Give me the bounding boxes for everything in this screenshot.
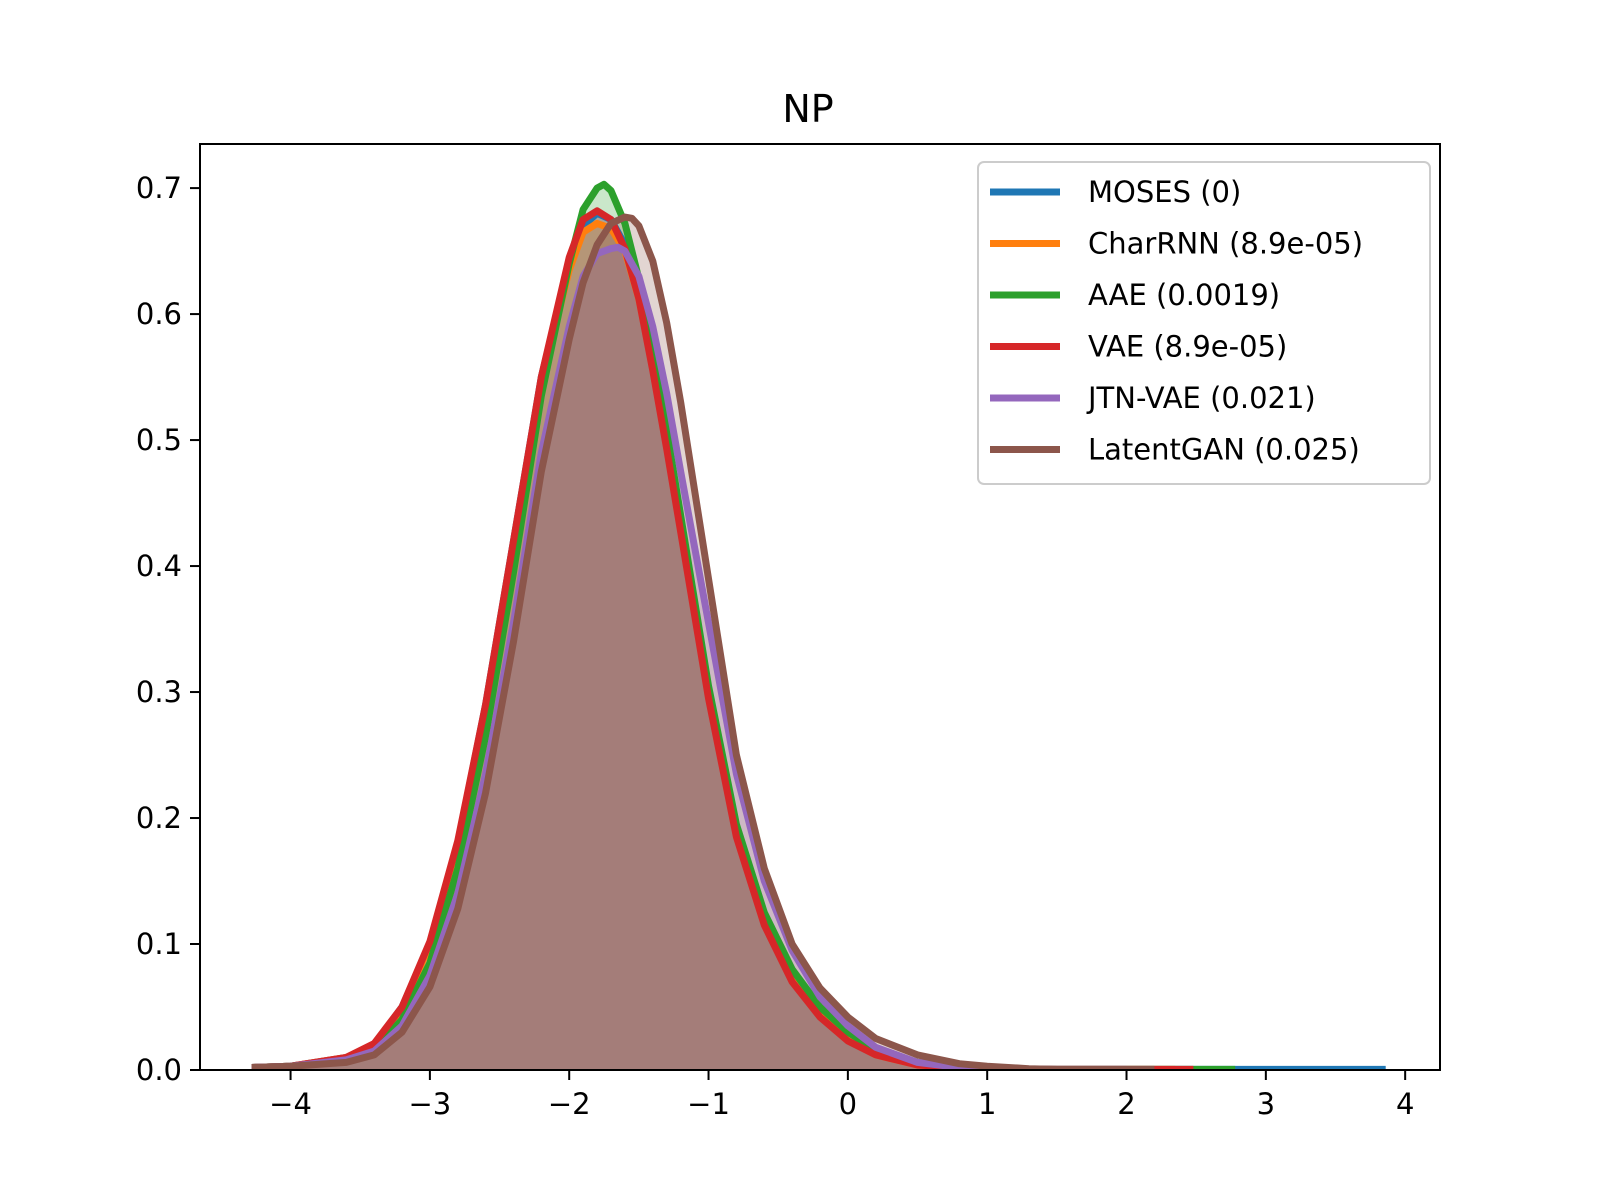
legend-label-5: LatentGAN (0.025) — [1088, 433, 1360, 467]
legend-label-3: VAE (8.9e-05) — [1088, 330, 1287, 364]
line-series-5 — [251, 213, 1155, 1070]
x-axis: −4 −3 −2 −1 0 1 2 3 4 — [269, 1070, 1414, 1121]
fill-series-1 — [251, 223, 1176, 1070]
y-tick-label: 0.6 — [136, 297, 182, 331]
x-tick-label: 3 — [1257, 1087, 1275, 1121]
y-tick-label: 0.3 — [136, 675, 182, 709]
x-tick-label: 1 — [978, 1087, 996, 1121]
y-tick-label: 0.1 — [136, 927, 182, 961]
y-tick-label: 0.2 — [136, 801, 182, 835]
fill-series-3 — [251, 210, 1194, 1070]
y-tick-label: 0.4 — [136, 549, 182, 583]
x-tick-label: −4 — [269, 1087, 312, 1121]
fill-series-2 — [251, 184, 1236, 1070]
x-tick-label: −2 — [548, 1087, 591, 1121]
line-series-4 — [251, 243, 1127, 1070]
x-tick-label: −3 — [409, 1087, 452, 1121]
y-tick-label: 0.7 — [136, 171, 182, 205]
x-tick-label: 0 — [839, 1087, 857, 1121]
plot-frame — [199, 143, 1441, 1071]
legend: MOSES (0) CharRNN (8.9e-05) AAE (0.0019) VA… — [977, 161, 1431, 485]
x-tick-label: 2 — [1117, 1087, 1135, 1121]
chart-title: NP — [782, 87, 833, 131]
legend-box — [977, 161, 1431, 485]
y-tick-label: 0.0 — [136, 1053, 182, 1087]
x-tick-label: −1 — [687, 1087, 730, 1121]
y-axis: 0.0 0.1 0.2 0.3 0.4 0.5 0.6 0.7 — [136, 171, 200, 1087]
legend-label-0: MOSES (0) — [1088, 175, 1241, 209]
legend-label-4: JTN-VAE (0.021) — [1086, 381, 1316, 415]
density-lines — [251, 180, 1386, 1070]
x-tick-label: 4 — [1396, 1087, 1414, 1121]
legend-label-2: AAE (0.0019) — [1088, 278, 1280, 312]
y-tick-label: 0.5 — [136, 423, 182, 457]
legend-label-1: CharRNN (8.9e-05) — [1088, 227, 1363, 261]
